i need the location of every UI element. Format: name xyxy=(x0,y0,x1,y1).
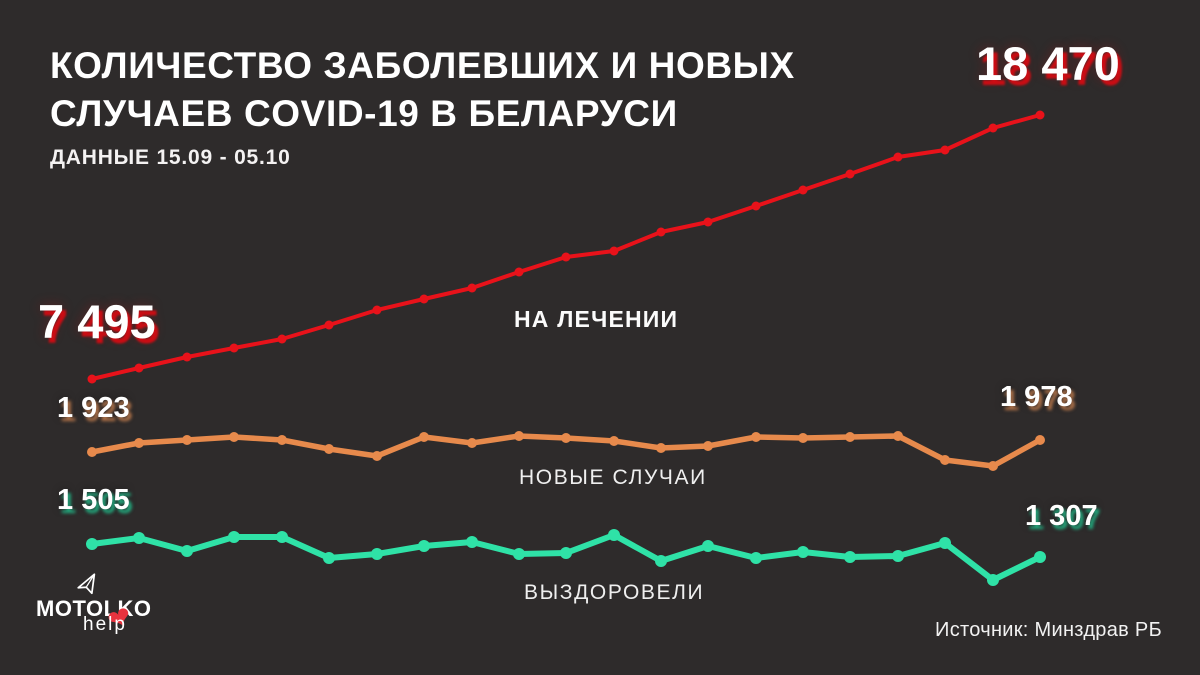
page-title: КОЛИЧЕСТВО ЗАБОЛЕВШИХ И НОВЫХ СЛУЧАЕВ CO… xyxy=(50,42,795,138)
series-label-new-cases: НОВЫЕ СЛУЧАИ xyxy=(519,466,707,489)
motolko-help-logo: ❤ MOTOLKO help xyxy=(36,572,176,644)
value-treated-end: 18 470 xyxy=(976,37,1120,90)
value-treated-start: 7 495 xyxy=(38,295,156,348)
date-range-subtitle: ДАННЫЕ 15.09 - 05.10 xyxy=(50,146,291,169)
page-title-line2: СЛУЧАЕВ COVID-19 В БЕЛАРУСИ xyxy=(50,93,678,134)
source-credit: Источник: Минздрав РБ xyxy=(935,619,1162,641)
page-title-line1: КОЛИЧЕСТВО ЗАБОЛЕВШИХ И НОВЫХ xyxy=(50,45,795,86)
value-recovered-end: 1 307 xyxy=(1025,500,1098,532)
value-recovered-start: 1 505 xyxy=(57,484,130,516)
series-label-recovered: ВЫЗДОРОВЕЛИ xyxy=(524,581,705,604)
logo-text-motolko: MOTOLKO xyxy=(36,596,152,621)
logo-text-help: help xyxy=(83,614,127,635)
paper-plane-icon xyxy=(77,573,96,595)
value-new-cases-end: 1 978 xyxy=(1000,381,1073,413)
series-label-treated: НА ЛЕЧЕНИИ xyxy=(514,306,679,332)
value-new-cases-start: 1 923 xyxy=(57,392,130,424)
